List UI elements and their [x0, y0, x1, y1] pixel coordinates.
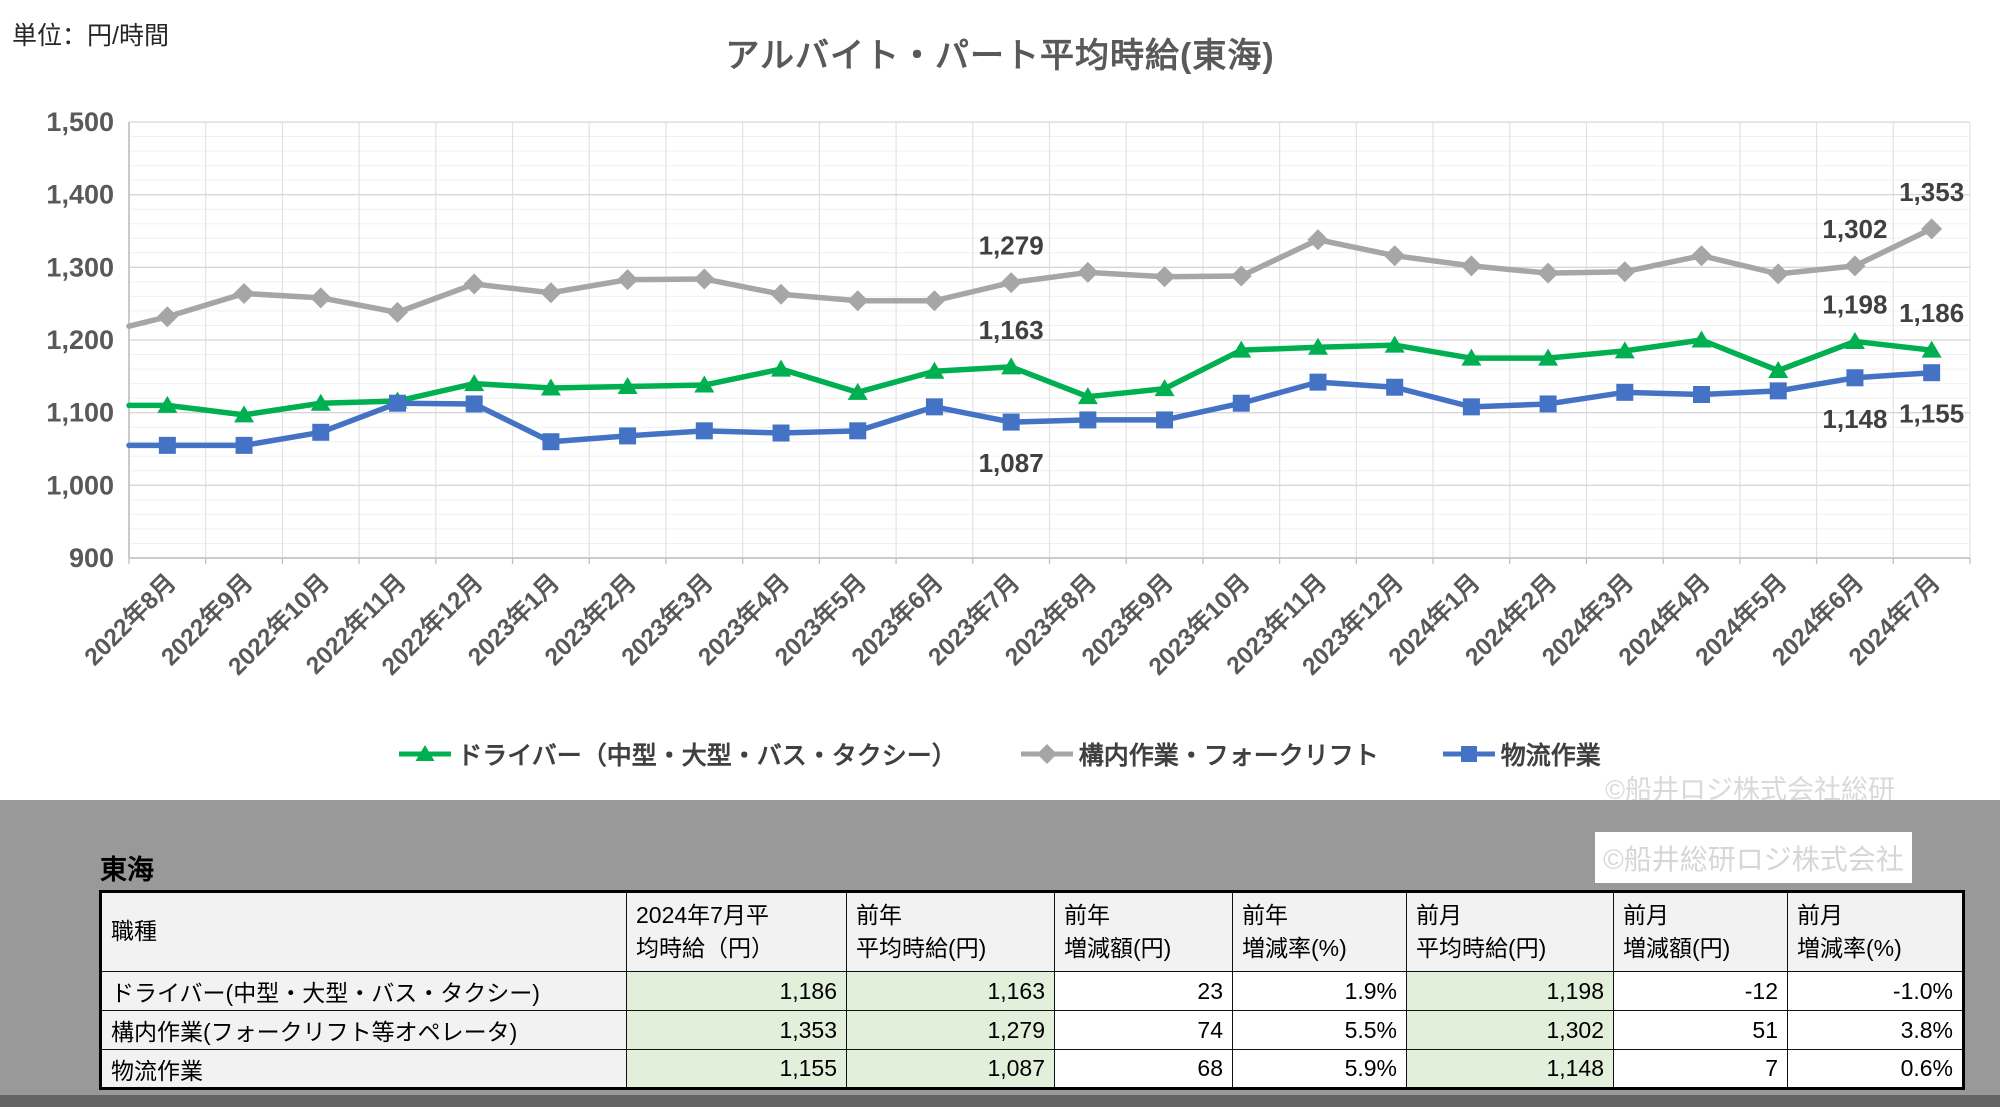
legend-square-marker-icon [1442, 746, 1495, 762]
table-watermark: ©船井総研ロジ株式会社 [1595, 832, 1912, 883]
driver-prev-year-wage: 1,163 [846, 971, 1055, 1011]
driver-prev-year-rate: 1.9% [1232, 971, 1407, 1011]
legend-item-2: 物流作業 [1442, 736, 1601, 772]
butsuryu-current-wage: 1,155 [626, 1049, 847, 1089]
svg-text:1,087: 1,087 [979, 448, 1044, 478]
driver-prev-month-diff: -12 [1613, 971, 1788, 1011]
legend-label-1: 構内作業・フォークリフト [1078, 742, 1379, 770]
butsuryu-prev-year-diff: 68 [1054, 1049, 1233, 1089]
col-header-prev-year-avg: 前年 平均時給(円) [846, 891, 1055, 972]
row-label-driver: ドライバー(中型・大型・バス・タクシー) [100, 971, 627, 1011]
driver-prev-month-rate: -1.0% [1787, 971, 1964, 1011]
svg-text:1,148: 1,148 [1822, 404, 1887, 434]
kounai-prev-month-diff: 51 [1613, 1010, 1788, 1050]
table-row-driver: ドライバー(中型・大型・バス・タクシー) 1,186 1,163 23 1.9%… [100, 971, 1964, 1011]
legend-diamond-marker-icon [1020, 744, 1073, 764]
legend-triangle-marker-icon [399, 745, 452, 761]
kounai-current-wage: 1,353 [626, 1010, 847, 1050]
col-header-prev-month-diff: 前月 増減額(円) [1613, 891, 1788, 972]
bottom-border-strip [0, 1095, 2000, 1107]
col-header-prev-year-diff: 前年 増減額(円) [1054, 891, 1233, 972]
region-label: 東海 [100, 855, 154, 885]
svg-text:1,300: 1,300 [46, 252, 114, 282]
wage-line-chart: 9001,0001,1001,2001,3001,4001,5002022年8月… [46, 107, 1971, 681]
table-row-butsuryu: 物流作業 1,155 1,087 68 5.9% 1,148 7 0.6% [100, 1049, 1964, 1089]
driver-current-wage: 1,186 [626, 971, 847, 1011]
chart-title: アルバイト・パート平均時給(東海) [725, 37, 1275, 75]
svg-text:1,353: 1,353 [1899, 177, 1964, 207]
unit-label: 単位：円/時間 [12, 22, 169, 50]
chart-legend: ドライバー（中型・大型・バス・タクシー） 構内作業・フォークリフト 物流作業 [0, 736, 2000, 772]
kounai-prev-month-wage: 1,302 [1406, 1010, 1614, 1050]
table-row-kounai: 構内作業(フォークリフト等オペレータ) 1,353 1,279 74 5.5% … [100, 1010, 1964, 1050]
kounai-prev-year-wage: 1,279 [846, 1010, 1055, 1050]
svg-text:1,186: 1,186 [1899, 298, 1964, 328]
kounai-prev-year-rate: 5.5% [1232, 1010, 1407, 1050]
col-header-prev-month-avg: 前月 平均時給(円) [1406, 891, 1614, 972]
svg-text:1,198: 1,198 [1822, 289, 1887, 319]
row-label-butsuryu: 物流作業 [100, 1049, 627, 1089]
svg-text:1,100: 1,100 [46, 398, 114, 428]
col-header-prev-year-rate: 前年 増減率(%) [1232, 891, 1407, 972]
col-header-prev-month-rate: 前月 増減率(%) [1787, 891, 1964, 972]
svg-text:1,000: 1,000 [46, 470, 114, 500]
table-header-row: 職種 2024年7月平 均時給（円） 前年 平均時給(円) 前年 増減額(円) 前年増… [100, 891, 1964, 972]
svg-text:1,155: 1,155 [1899, 399, 1964, 429]
wage-summary-table: 職種 2024年7月平 均時給（円） 前年 平均時給(円) 前年 増減額(円) 前年増… [99, 890, 1965, 1090]
driver-prev-year-diff: 23 [1054, 971, 1233, 1011]
butsuryu-prev-month-rate: 0.6% [1787, 1049, 1964, 1089]
svg-text:1,400: 1,400 [46, 180, 114, 210]
driver-prev-month-wage: 1,198 [1406, 971, 1614, 1011]
legend-label-0: ドライバー（中型・大型・バス・タクシー） [457, 742, 957, 770]
butsuryu-prev-year-rate: 5.9% [1232, 1049, 1407, 1089]
svg-text:1,500: 1,500 [46, 107, 114, 137]
svg-text:1,302: 1,302 [1822, 214, 1887, 244]
col-header-job: 職種 [100, 891, 627, 972]
svg-text:1,163: 1,163 [979, 315, 1044, 345]
kounai-prev-month-rate: 3.8% [1787, 1010, 1964, 1050]
svg-text:900: 900 [69, 543, 114, 573]
col-header-current-month: 2024年7月平 均時給（円） [626, 891, 847, 972]
svg-text:1,200: 1,200 [46, 325, 114, 355]
butsuryu-prev-month-diff: 7 [1613, 1049, 1788, 1089]
legend-item-0: ドライバー（中型・大型・バス・タクシー） [399, 736, 957, 772]
row-label-kounai: 構内作業(フォークリフト等オペレータ) [100, 1010, 627, 1050]
svg-text:1,279: 1,279 [979, 231, 1044, 261]
butsuryu-prev-month-wage: 1,148 [1406, 1049, 1614, 1089]
legend-label-2: 物流作業 [1500, 742, 1601, 770]
butsuryu-prev-year-wage: 1,087 [846, 1049, 1055, 1089]
legend-item-1: 構内作業・フォークリフト [1020, 736, 1379, 772]
kounai-prev-year-diff: 74 [1054, 1010, 1233, 1050]
